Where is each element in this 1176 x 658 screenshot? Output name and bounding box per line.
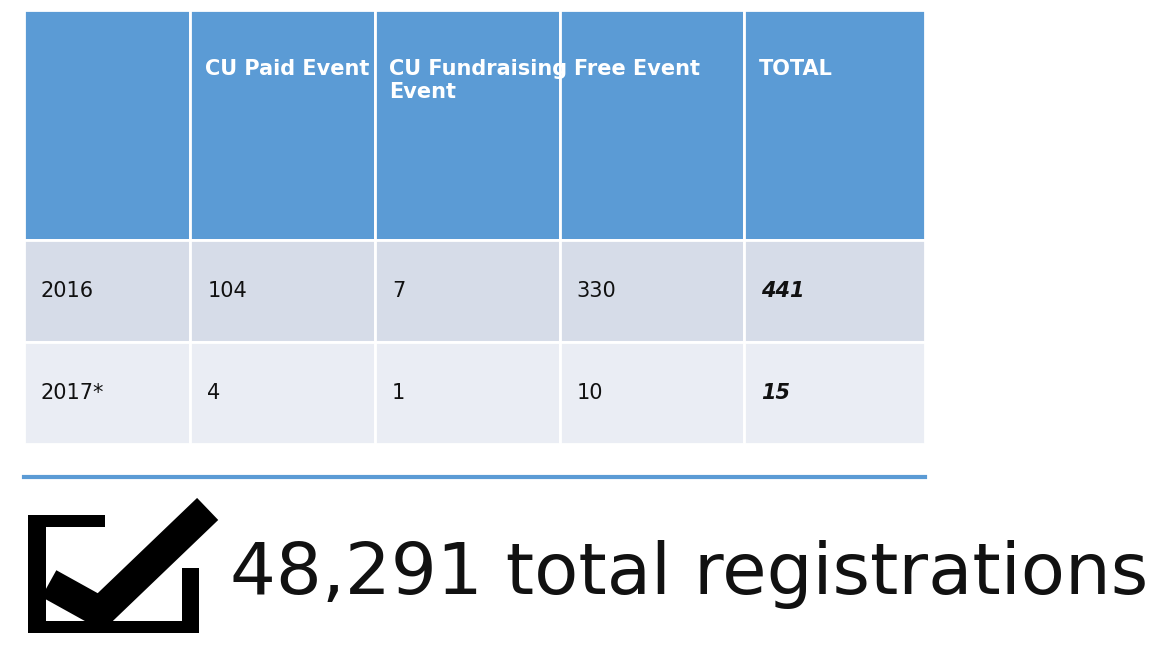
FancyBboxPatch shape (28, 621, 199, 633)
FancyBboxPatch shape (182, 568, 199, 633)
Text: 1: 1 (392, 383, 406, 403)
FancyBboxPatch shape (560, 342, 744, 444)
FancyBboxPatch shape (744, 10, 924, 240)
Text: 7: 7 (392, 281, 406, 301)
FancyBboxPatch shape (24, 240, 191, 342)
FancyBboxPatch shape (28, 515, 46, 633)
Text: 48,291 total registrations: 48,291 total registrations (229, 540, 1148, 609)
FancyBboxPatch shape (24, 10, 191, 240)
Text: 2016: 2016 (41, 281, 94, 301)
FancyBboxPatch shape (560, 240, 744, 342)
FancyBboxPatch shape (191, 10, 375, 240)
FancyBboxPatch shape (375, 240, 560, 342)
Text: 330: 330 (576, 281, 616, 301)
Text: 441: 441 (761, 281, 804, 301)
FancyBboxPatch shape (744, 240, 924, 342)
FancyBboxPatch shape (744, 342, 924, 444)
FancyBboxPatch shape (191, 342, 375, 444)
Text: 10: 10 (576, 383, 603, 403)
Text: 15: 15 (761, 383, 790, 403)
Text: TOTAL: TOTAL (759, 59, 833, 79)
FancyBboxPatch shape (375, 342, 560, 444)
FancyBboxPatch shape (375, 10, 560, 240)
Text: CU Fundraising
Event: CU Fundraising Event (389, 59, 567, 103)
Text: CU Paid Event: CU Paid Event (205, 59, 369, 79)
Text: Free Event: Free Event (574, 59, 700, 79)
Text: 2017*: 2017* (41, 383, 105, 403)
FancyBboxPatch shape (24, 342, 191, 444)
Text: 104: 104 (207, 281, 247, 301)
Text: 4: 4 (207, 383, 221, 403)
FancyBboxPatch shape (191, 240, 375, 342)
FancyBboxPatch shape (560, 10, 744, 240)
FancyBboxPatch shape (28, 515, 106, 526)
